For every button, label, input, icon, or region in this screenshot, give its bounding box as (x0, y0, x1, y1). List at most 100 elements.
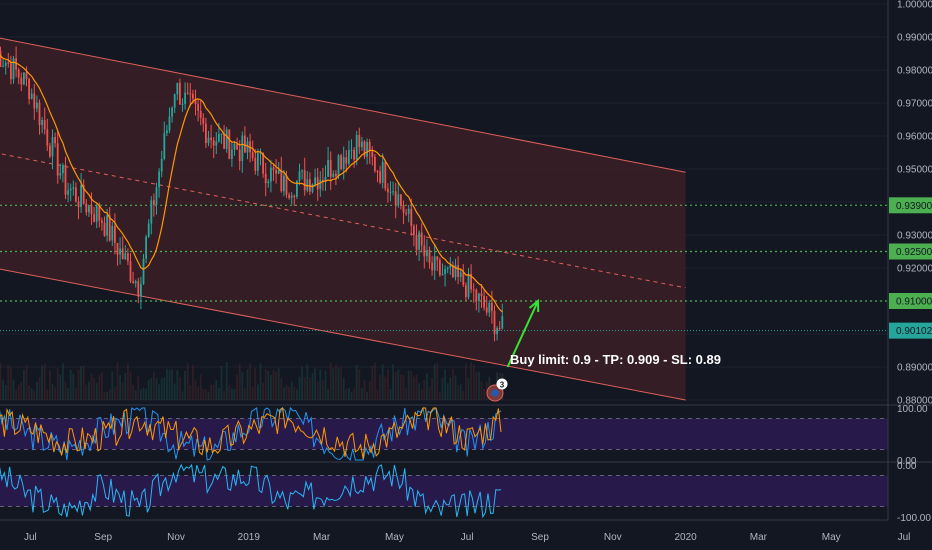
williams-r-pane[interactable] (0, 463, 888, 519)
candle[interactable] (72, 187, 75, 189)
candle[interactable] (158, 171, 161, 188)
candle[interactable] (35, 102, 38, 109)
candle[interactable] (501, 316, 504, 329)
candle[interactable] (259, 152, 262, 154)
candle[interactable] (267, 181, 270, 184)
candle[interactable] (301, 170, 304, 172)
candle[interactable] (124, 253, 127, 260)
candle[interactable] (418, 232, 421, 250)
candle[interactable] (233, 144, 236, 150)
channel-lower-line[interactable] (0, 268, 686, 401)
candle[interactable] (119, 248, 122, 255)
candle[interactable] (181, 103, 184, 105)
candle[interactable] (152, 200, 155, 205)
candle[interactable] (399, 194, 402, 205)
candle[interactable] (178, 82, 181, 105)
candle[interactable] (459, 272, 462, 277)
candle[interactable] (67, 190, 70, 195)
stochastic-rsi-pane[interactable] (0, 406, 888, 461)
candle[interactable] (433, 256, 436, 271)
candle[interactable] (444, 269, 447, 274)
candle[interactable] (100, 220, 103, 223)
candle[interactable] (56, 143, 59, 176)
candle[interactable] (74, 187, 77, 202)
candle[interactable] (321, 179, 324, 182)
candle[interactable] (295, 180, 298, 197)
candle[interactable] (454, 265, 457, 278)
candle[interactable] (368, 142, 371, 152)
candle[interactable] (25, 72, 28, 79)
candle[interactable] (496, 327, 499, 335)
candle[interactable] (129, 261, 132, 282)
candle[interactable] (95, 205, 98, 222)
candle[interactable] (145, 236, 148, 259)
candle[interactable] (303, 170, 306, 191)
candle[interactable] (431, 262, 434, 271)
candle[interactable] (134, 281, 137, 284)
candle[interactable] (425, 250, 428, 257)
candle[interactable] (204, 123, 207, 144)
channel-median-line[interactable] (0, 153, 686, 289)
candle[interactable] (139, 283, 142, 297)
candle[interactable] (98, 205, 101, 221)
candle[interactable] (360, 141, 363, 148)
candle[interactable] (353, 149, 356, 160)
candle[interactable] (332, 173, 335, 177)
candle[interactable] (412, 225, 415, 235)
candle[interactable] (236, 144, 239, 150)
candle[interactable] (160, 159, 163, 172)
candle[interactable] (306, 179, 309, 191)
candle[interactable] (334, 173, 337, 177)
candle[interactable] (275, 170, 278, 174)
candle[interactable] (251, 152, 254, 159)
candle[interactable] (12, 58, 15, 80)
candle[interactable] (9, 63, 12, 80)
candle[interactable] (446, 267, 449, 270)
candle[interactable] (340, 155, 343, 170)
candle[interactable] (189, 93, 192, 95)
candle[interactable] (111, 225, 114, 241)
candle[interactable] (33, 93, 36, 109)
candle[interactable] (475, 289, 478, 301)
candle[interactable] (347, 150, 350, 164)
candle[interactable] (402, 204, 405, 213)
candle[interactable] (28, 78, 31, 100)
candle[interactable] (288, 194, 291, 198)
candle[interactable] (342, 157, 345, 170)
candle[interactable] (46, 129, 49, 146)
candle[interactable] (168, 116, 171, 131)
candle[interactable] (407, 208, 410, 214)
candle[interactable] (22, 72, 25, 85)
candle[interactable] (345, 157, 348, 164)
candle[interactable] (197, 104, 200, 111)
candle[interactable] (4, 62, 7, 66)
candle[interactable] (337, 155, 340, 177)
candle[interactable] (428, 250, 431, 263)
candle[interactable] (210, 137, 213, 141)
candle[interactable] (223, 133, 226, 149)
candle[interactable] (61, 164, 64, 174)
candle[interactable] (415, 234, 418, 250)
candle[interactable] (41, 120, 44, 125)
candle[interactable] (493, 310, 496, 335)
candle[interactable] (324, 176, 327, 182)
candle[interactable] (93, 214, 96, 222)
candle[interactable] (371, 151, 374, 157)
candle[interactable] (350, 149, 353, 151)
candle[interactable] (2, 65, 5, 67)
candle[interactable] (254, 158, 257, 171)
candle[interactable] (103, 222, 106, 236)
candle[interactable] (363, 141, 366, 157)
candle[interactable] (256, 153, 259, 171)
candle[interactable] (207, 137, 210, 144)
candle[interactable] (462, 272, 465, 286)
candle[interactable] (293, 195, 296, 197)
candle[interactable] (394, 191, 397, 206)
candle[interactable] (165, 130, 168, 134)
candle[interactable] (451, 265, 454, 278)
candle[interactable] (87, 205, 90, 213)
candle[interactable] (230, 149, 233, 159)
candle[interactable] (490, 302, 493, 311)
channel-upper-line[interactable] (0, 37, 686, 173)
